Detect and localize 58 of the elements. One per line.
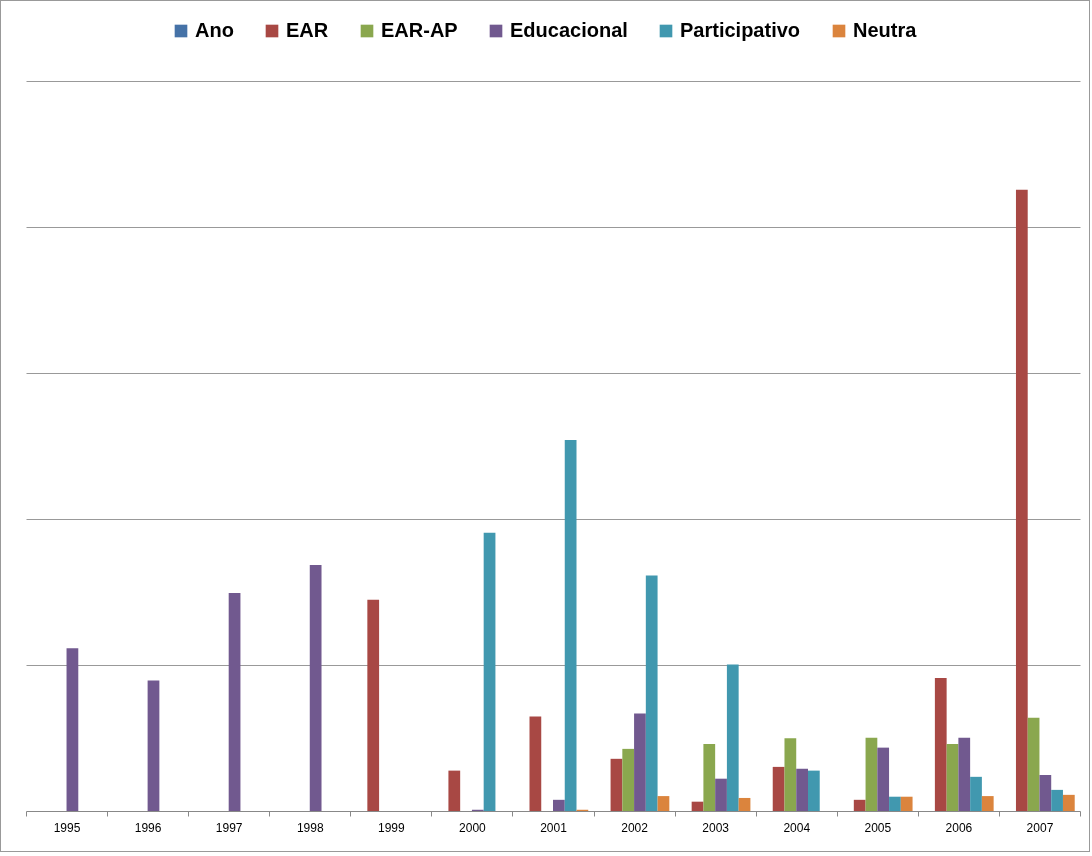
bar (564, 440, 577, 811)
x-tick-label: 1997 (215, 820, 243, 835)
bar (703, 743, 716, 811)
x-tick-label: 1996 (134, 820, 162, 835)
bar (610, 758, 623, 811)
bar (483, 532, 496, 811)
bar (889, 796, 901, 811)
legend-label: Ano (195, 19, 234, 41)
x-tick-label: 2003 (702, 820, 730, 835)
bar (147, 680, 160, 811)
x-tick-label: 1995 (53, 820, 81, 835)
bar (726, 664, 739, 811)
bar (784, 738, 797, 811)
bar (958, 737, 971, 811)
bar (228, 592, 241, 811)
bar (853, 799, 866, 811)
legend-label: EAR-AP (381, 19, 458, 41)
x-tick-label: 2000 (459, 820, 487, 835)
x-tick-label: 2006 (945, 820, 973, 835)
bar (622, 748, 635, 811)
x-tick-label: 2005 (864, 820, 892, 835)
bar (865, 737, 878, 811)
bar (634, 713, 646, 811)
bar (807, 770, 820, 811)
bar (367, 599, 380, 811)
bar (1039, 774, 1052, 811)
bar (1051, 789, 1063, 811)
legend-label: Educacional (510, 19, 628, 41)
bar (529, 716, 542, 811)
legend-label: EAR (286, 19, 329, 41)
bar (448, 770, 461, 811)
x-tick-label: 1999 (377, 820, 406, 835)
x-tick-label: 2001 (540, 820, 568, 835)
bar (691, 801, 704, 811)
bar (796, 768, 808, 811)
bar (970, 776, 982, 811)
bar (946, 743, 959, 811)
x-tick-label: 2007 (1026, 820, 1054, 835)
legend-label: Participativo (680, 19, 801, 41)
bar (738, 797, 751, 811)
bar (66, 648, 79, 811)
bar (981, 796, 994, 811)
legend-label: Neutra (853, 19, 918, 41)
bar (309, 564, 322, 811)
bar (772, 766, 785, 811)
bar (934, 678, 947, 811)
bar (1062, 794, 1075, 811)
x-tick-label: 2002 (621, 820, 649, 835)
bar (1027, 717, 1040, 811)
bar (900, 796, 913, 811)
bar (1015, 189, 1028, 811)
x-tick-label: 1998 (296, 820, 324, 835)
bar (645, 575, 658, 811)
x-tick-label: 2004 (783, 820, 811, 835)
bar (877, 747, 890, 811)
bar (715, 778, 727, 811)
bar (553, 799, 565, 811)
bar (657, 796, 670, 811)
